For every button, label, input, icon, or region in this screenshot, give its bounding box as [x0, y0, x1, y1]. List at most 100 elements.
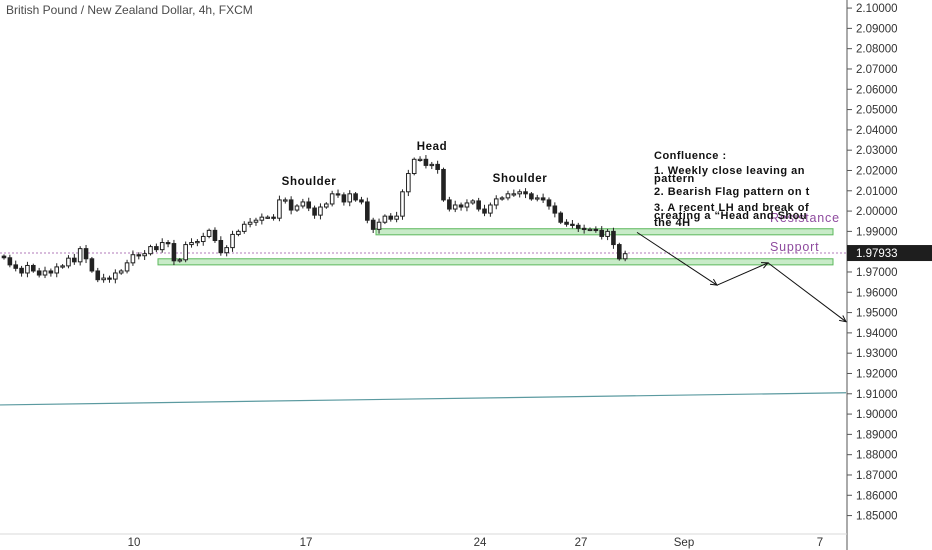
candle-body	[552, 205, 558, 214]
candle-body	[259, 216, 265, 221]
candle-body	[66, 257, 71, 267]
price-tick-label: 1.95000	[856, 308, 898, 320]
candle	[517, 189, 522, 198]
confluence-line: pattern	[654, 173, 695, 185]
candle	[19, 265, 24, 277]
candle	[552, 202, 558, 218]
candle	[113, 269, 118, 284]
candle-body	[593, 228, 599, 232]
candle-body	[306, 201, 312, 209]
projection-segment	[636, 231, 718, 286]
candle-body	[200, 235, 206, 243]
confluence-line: 3. A recent LH and break of	[654, 202, 809, 214]
candle	[189, 238, 194, 248]
candle-body	[435, 163, 440, 170]
price-tick-label: 1.92000	[856, 368, 898, 380]
candle-body	[470, 200, 476, 204]
candle	[165, 240, 171, 248]
price-tick-label: 1.89000	[856, 429, 898, 441]
candle	[581, 224, 587, 234]
candle	[470, 199, 476, 205]
candle	[300, 198, 306, 209]
price-tick-label: 2.06000	[856, 84, 898, 96]
candle	[622, 250, 628, 262]
candle	[271, 214, 276, 221]
candles-layer	[1, 155, 628, 284]
candle	[564, 219, 569, 227]
confluence-line: 1. Weekly close leaving an	[654, 165, 805, 177]
candle-body	[241, 223, 247, 232]
price-tick-label: 2.10000	[856, 3, 898, 15]
candle	[230, 230, 235, 252]
last-price-value: 1.97933	[856, 248, 898, 260]
price-tick-label: 1.94000	[856, 328, 898, 340]
candle	[429, 161, 435, 170]
candle-body	[312, 207, 317, 216]
candle-body	[230, 233, 235, 249]
candle	[599, 226, 605, 240]
candle-body	[458, 204, 464, 208]
candle	[617, 242, 622, 261]
candle	[488, 202, 493, 217]
candle-body	[429, 163, 435, 167]
candle-body	[247, 221, 253, 225]
candle	[611, 227, 616, 249]
resistance-zone	[375, 228, 834, 236]
candle	[318, 203, 323, 220]
candle	[423, 155, 429, 169]
candle-body	[505, 193, 511, 199]
candle	[118, 269, 124, 275]
candle-body	[376, 221, 382, 230]
price-tick-label: 1.99000	[856, 226, 898, 238]
candle	[394, 211, 399, 223]
candle-body	[575, 224, 581, 229]
candle	[335, 189, 341, 198]
candle-body	[183, 244, 188, 261]
candle	[154, 243, 159, 253]
candle	[458, 202, 464, 211]
candle-body	[19, 267, 24, 274]
candle	[476, 197, 481, 212]
candle	[435, 160, 440, 174]
candle	[1, 254, 7, 260]
candle	[605, 228, 610, 241]
candle	[247, 217, 253, 228]
candle	[95, 267, 101, 283]
candle-body	[177, 259, 183, 262]
candle-body	[7, 257, 13, 266]
projection-segment	[767, 262, 847, 323]
candle	[593, 226, 599, 233]
price-tick-label: 2.02000	[856, 165, 898, 177]
confluence-line: creating a “Head and Shou	[654, 210, 807, 222]
price-tick-label: 1.97000	[856, 267, 898, 279]
candle-body	[452, 204, 458, 210]
candle	[400, 189, 405, 220]
candle	[101, 273, 106, 283]
candle	[241, 221, 247, 234]
candle-body	[511, 193, 517, 196]
candle	[124, 259, 130, 274]
candle	[523, 188, 528, 199]
candle-body	[271, 216, 276, 219]
candle-body	[60, 265, 65, 268]
price-tick-label: 1.91000	[856, 389, 898, 401]
candle-body	[329, 193, 335, 205]
candle	[60, 264, 65, 269]
candle	[282, 197, 288, 204]
candle	[499, 196, 505, 201]
time-tick-label: 17	[300, 537, 313, 549]
candle	[464, 199, 470, 212]
chart-title: British Pound / New Zealand Dollar, 4h, …	[6, 3, 253, 17]
candle	[253, 217, 259, 226]
candle-body	[611, 230, 616, 246]
projection-arrowhead	[839, 315, 847, 323]
candle-body	[77, 248, 83, 263]
candle-body	[534, 197, 540, 200]
candle-body	[411, 158, 417, 175]
candle-body	[130, 254, 136, 264]
projection-layer	[636, 231, 847, 323]
candle-body	[148, 246, 153, 255]
right-shoulder-label: Shoulder	[493, 173, 548, 185]
candle-body	[107, 277, 112, 280]
